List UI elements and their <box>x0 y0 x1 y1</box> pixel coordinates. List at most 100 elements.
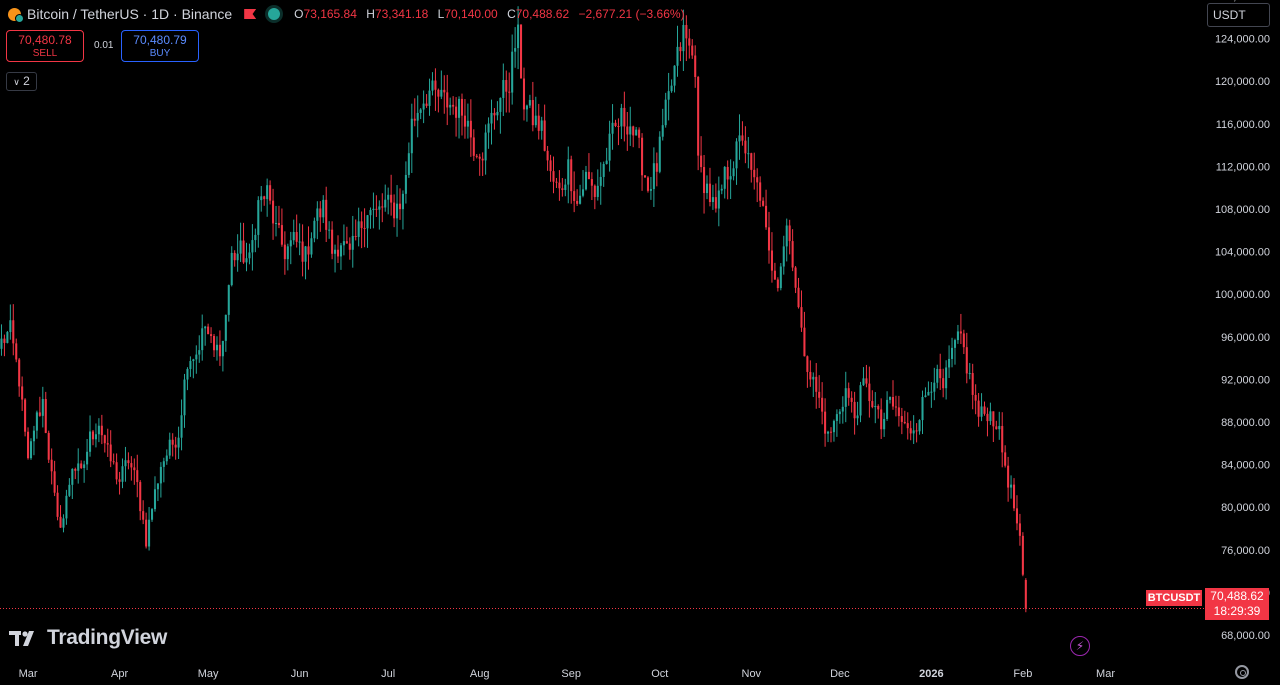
candle-body <box>847 388 850 398</box>
bitcoin-icon <box>8 7 24 23</box>
candle-body <box>292 232 295 241</box>
candle-body <box>534 115 537 126</box>
candle-body <box>431 80 434 91</box>
candle-body <box>35 412 38 431</box>
candle-body <box>109 444 112 462</box>
x-tick-label: 2026 <box>919 668 943 680</box>
candle-body <box>499 97 502 112</box>
candle-body <box>65 495 68 519</box>
sell-button[interactable]: 70,480.78 SELL <box>6 30 84 62</box>
candle-body <box>549 160 552 172</box>
candle-body <box>765 205 768 228</box>
symbol-title[interactable]: Bitcoin / TetherUS · 1D · Binance <box>27 6 233 22</box>
candle-body <box>274 223 278 225</box>
candle-body <box>649 189 652 191</box>
candle-body <box>682 24 685 52</box>
candle-body <box>475 155 478 157</box>
candle-body <box>189 361 192 369</box>
candle-body <box>620 107 623 127</box>
tradingview-logo[interactable]: TradingView <box>9 626 167 650</box>
currency-label: USDT <box>1213 8 1246 22</box>
candle-body <box>18 359 21 387</box>
candle-body <box>248 252 251 259</box>
y-tick-label: 92,000.00 <box>1221 374 1270 386</box>
candle-body <box>328 229 331 231</box>
candle-body <box>481 158 484 161</box>
candle-body <box>1010 484 1013 488</box>
y-tick-label: 68,000.00 <box>1221 630 1270 642</box>
brand-name: TradingView <box>47 626 168 649</box>
buy-button[interactable]: 70,480.79 BUY <box>121 30 199 62</box>
candle-body <box>897 407 900 417</box>
candle-body <box>180 415 183 438</box>
candle-body <box>658 136 661 172</box>
price-axis[interactable]: 68,000.0072,000.0076,000.0080,000.0084,0… <box>1215 0 1270 642</box>
candle-body <box>933 382 936 392</box>
candle-body <box>38 412 41 416</box>
candle-body <box>632 126 635 136</box>
candle-body <box>487 123 490 133</box>
gear-icon[interactable] <box>1235 665 1249 679</box>
candle-body <box>959 331 962 334</box>
candle-body <box>629 126 632 135</box>
candle-body <box>561 188 564 190</box>
candle-body <box>753 169 756 178</box>
candle-body <box>697 77 700 156</box>
candle-body <box>797 287 800 308</box>
candle-body <box>286 246 289 260</box>
candle-body <box>767 227 771 251</box>
candle-body <box>118 479 121 482</box>
lightning-icon[interactable]: ⚡ <box>1070 636 1090 656</box>
candle-body <box>198 350 201 355</box>
indicators-toggle-button[interactable]: ∨ 2 <box>6 72 37 91</box>
flag-icon[interactable] <box>244 9 257 19</box>
candle-body <box>260 196 263 201</box>
candle-body <box>419 109 422 113</box>
candle-body <box>824 411 827 434</box>
candles-layer <box>0 6 1027 613</box>
candle-body <box>59 516 62 528</box>
tradingview-icon <box>9 631 34 646</box>
candle-body <box>511 51 514 93</box>
candle-body <box>703 167 706 194</box>
candle-body <box>416 112 419 121</box>
candle-body <box>407 153 410 175</box>
candle-body <box>989 411 992 422</box>
candle-body <box>596 185 599 197</box>
candle-body <box>21 386 24 400</box>
ohlc-close: 70,488.62 <box>515 7 570 21</box>
candle-body <box>688 38 691 46</box>
candle-body <box>29 441 33 459</box>
x-tick-label: Mar <box>1096 668 1115 680</box>
candle-body <box>47 432 50 460</box>
candle-body <box>584 171 588 190</box>
candle-body <box>443 89 446 93</box>
candle-body <box>381 206 384 208</box>
candle-body <box>705 183 709 194</box>
candle-body <box>874 405 877 408</box>
x-tick-label: Dec <box>830 668 850 680</box>
candle-body <box>1024 579 1027 609</box>
candle-body <box>257 200 260 235</box>
candle-body <box>827 431 830 434</box>
candle-body <box>646 177 650 191</box>
y-tick-label: 124,000.00 <box>1215 34 1270 46</box>
candle-body <box>342 241 345 246</box>
time-axis[interactable]: Mar Apr May Jun Jul Aug Sep Oct Nov Dec 2026 Feb Mar <box>19 668 1116 680</box>
candle-body <box>576 200 579 204</box>
currency-select[interactable]: USDT <box>1207 3 1270 27</box>
candle-body <box>165 455 168 462</box>
candle-body <box>97 425 100 435</box>
candle-body <box>661 125 664 137</box>
candle-body <box>1007 465 1010 488</box>
candle-body <box>127 460 130 464</box>
market-status-icon[interactable] <box>268 8 281 20</box>
candle-body <box>0 338 3 349</box>
candle-body <box>762 200 765 206</box>
spread-value: 0.01 <box>94 40 114 51</box>
candle-body <box>351 235 354 250</box>
candle-body <box>27 431 30 459</box>
candle-body <box>307 246 310 255</box>
candle-body <box>369 210 372 216</box>
